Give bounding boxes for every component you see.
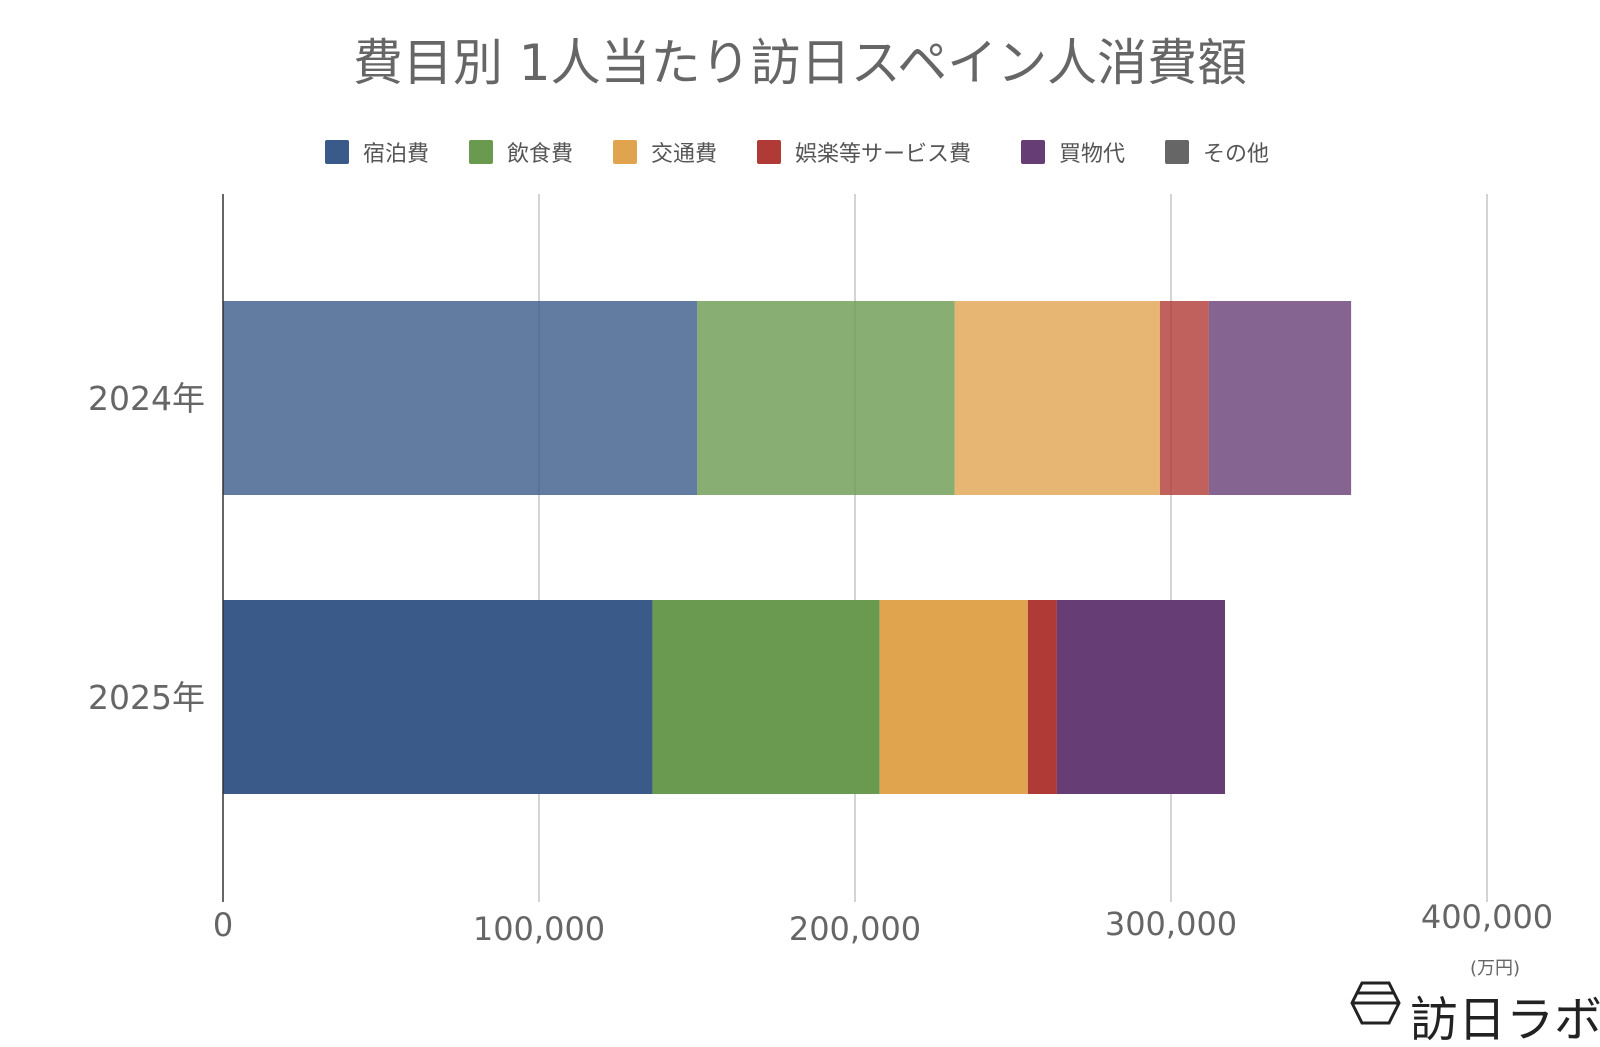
legend-swatch	[613, 140, 637, 164]
bar-segment-4-0	[1208, 301, 1352, 495]
logo: 訪日ラボ	[1350, 981, 1600, 1047]
x-tick-label: 300,000	[1105, 905, 1237, 943]
x-tick-label: 0	[213, 906, 233, 944]
chart-title: 費目別 1人当たり訪日スペイン人消費額	[353, 34, 1247, 92]
bar-segment-0-1	[223, 600, 653, 794]
legend-item: その他	[1165, 140, 1269, 167]
legend-label: 飲食費	[507, 142, 573, 167]
bar-segment-3-0	[1159, 301, 1209, 495]
bar-segment-1-0	[697, 301, 955, 495]
x-axis-labels: 0 100,000 200,000 300,000 400,000	[213, 898, 1553, 948]
legend-item: 娯楽等サービス費	[757, 140, 971, 167]
legend-swatch	[1021, 140, 1045, 164]
bar-segment-2-1	[879, 600, 1028, 794]
legend: 宿泊費 飲食費 交通費 娯楽等サービス費 買物代 その他	[325, 140, 1269, 167]
grid	[538, 194, 1488, 902]
logo-text: 訪日ラボ	[1410, 992, 1600, 1043]
y-tick-label: 2024年	[88, 379, 205, 418]
bars	[223, 301, 1352, 794]
bar-segment-0-0	[223, 301, 698, 495]
bar-segment-4-1	[1056, 600, 1226, 794]
legend-item: 交通費	[613, 140, 717, 167]
bar-segment-1-1	[652, 600, 880, 794]
legend-item: 宿泊費	[325, 140, 429, 167]
legend-label: 買物代	[1059, 142, 1125, 167]
x-tick-label: 400,000	[1421, 898, 1553, 936]
legend-swatch	[469, 140, 493, 164]
logo-hexagon-icon	[1350, 981, 1401, 1025]
legend-label: 交通費	[651, 142, 717, 167]
legend-label: 宿泊費	[363, 142, 429, 167]
x-tick-label: 200,000	[789, 910, 921, 948]
bar-segment-2-0	[954, 301, 1160, 495]
legend-swatch	[1165, 140, 1189, 164]
y-axis-labels: 2024年 2025年	[88, 379, 205, 717]
legend-label: 娯楽等サービス費	[795, 142, 971, 167]
x-unit-label: (万円)	[1470, 958, 1520, 979]
legend-item: 飲食費	[469, 140, 573, 167]
bar-segment-3-1	[1027, 600, 1057, 794]
legend-swatch	[325, 140, 349, 164]
legend-label: その他	[1203, 142, 1269, 167]
legend-item: 買物代	[1021, 140, 1125, 167]
legend-swatch	[757, 140, 781, 164]
y-tick-label: 2025年	[88, 678, 205, 717]
x-tick-label: 100,000	[473, 910, 605, 948]
